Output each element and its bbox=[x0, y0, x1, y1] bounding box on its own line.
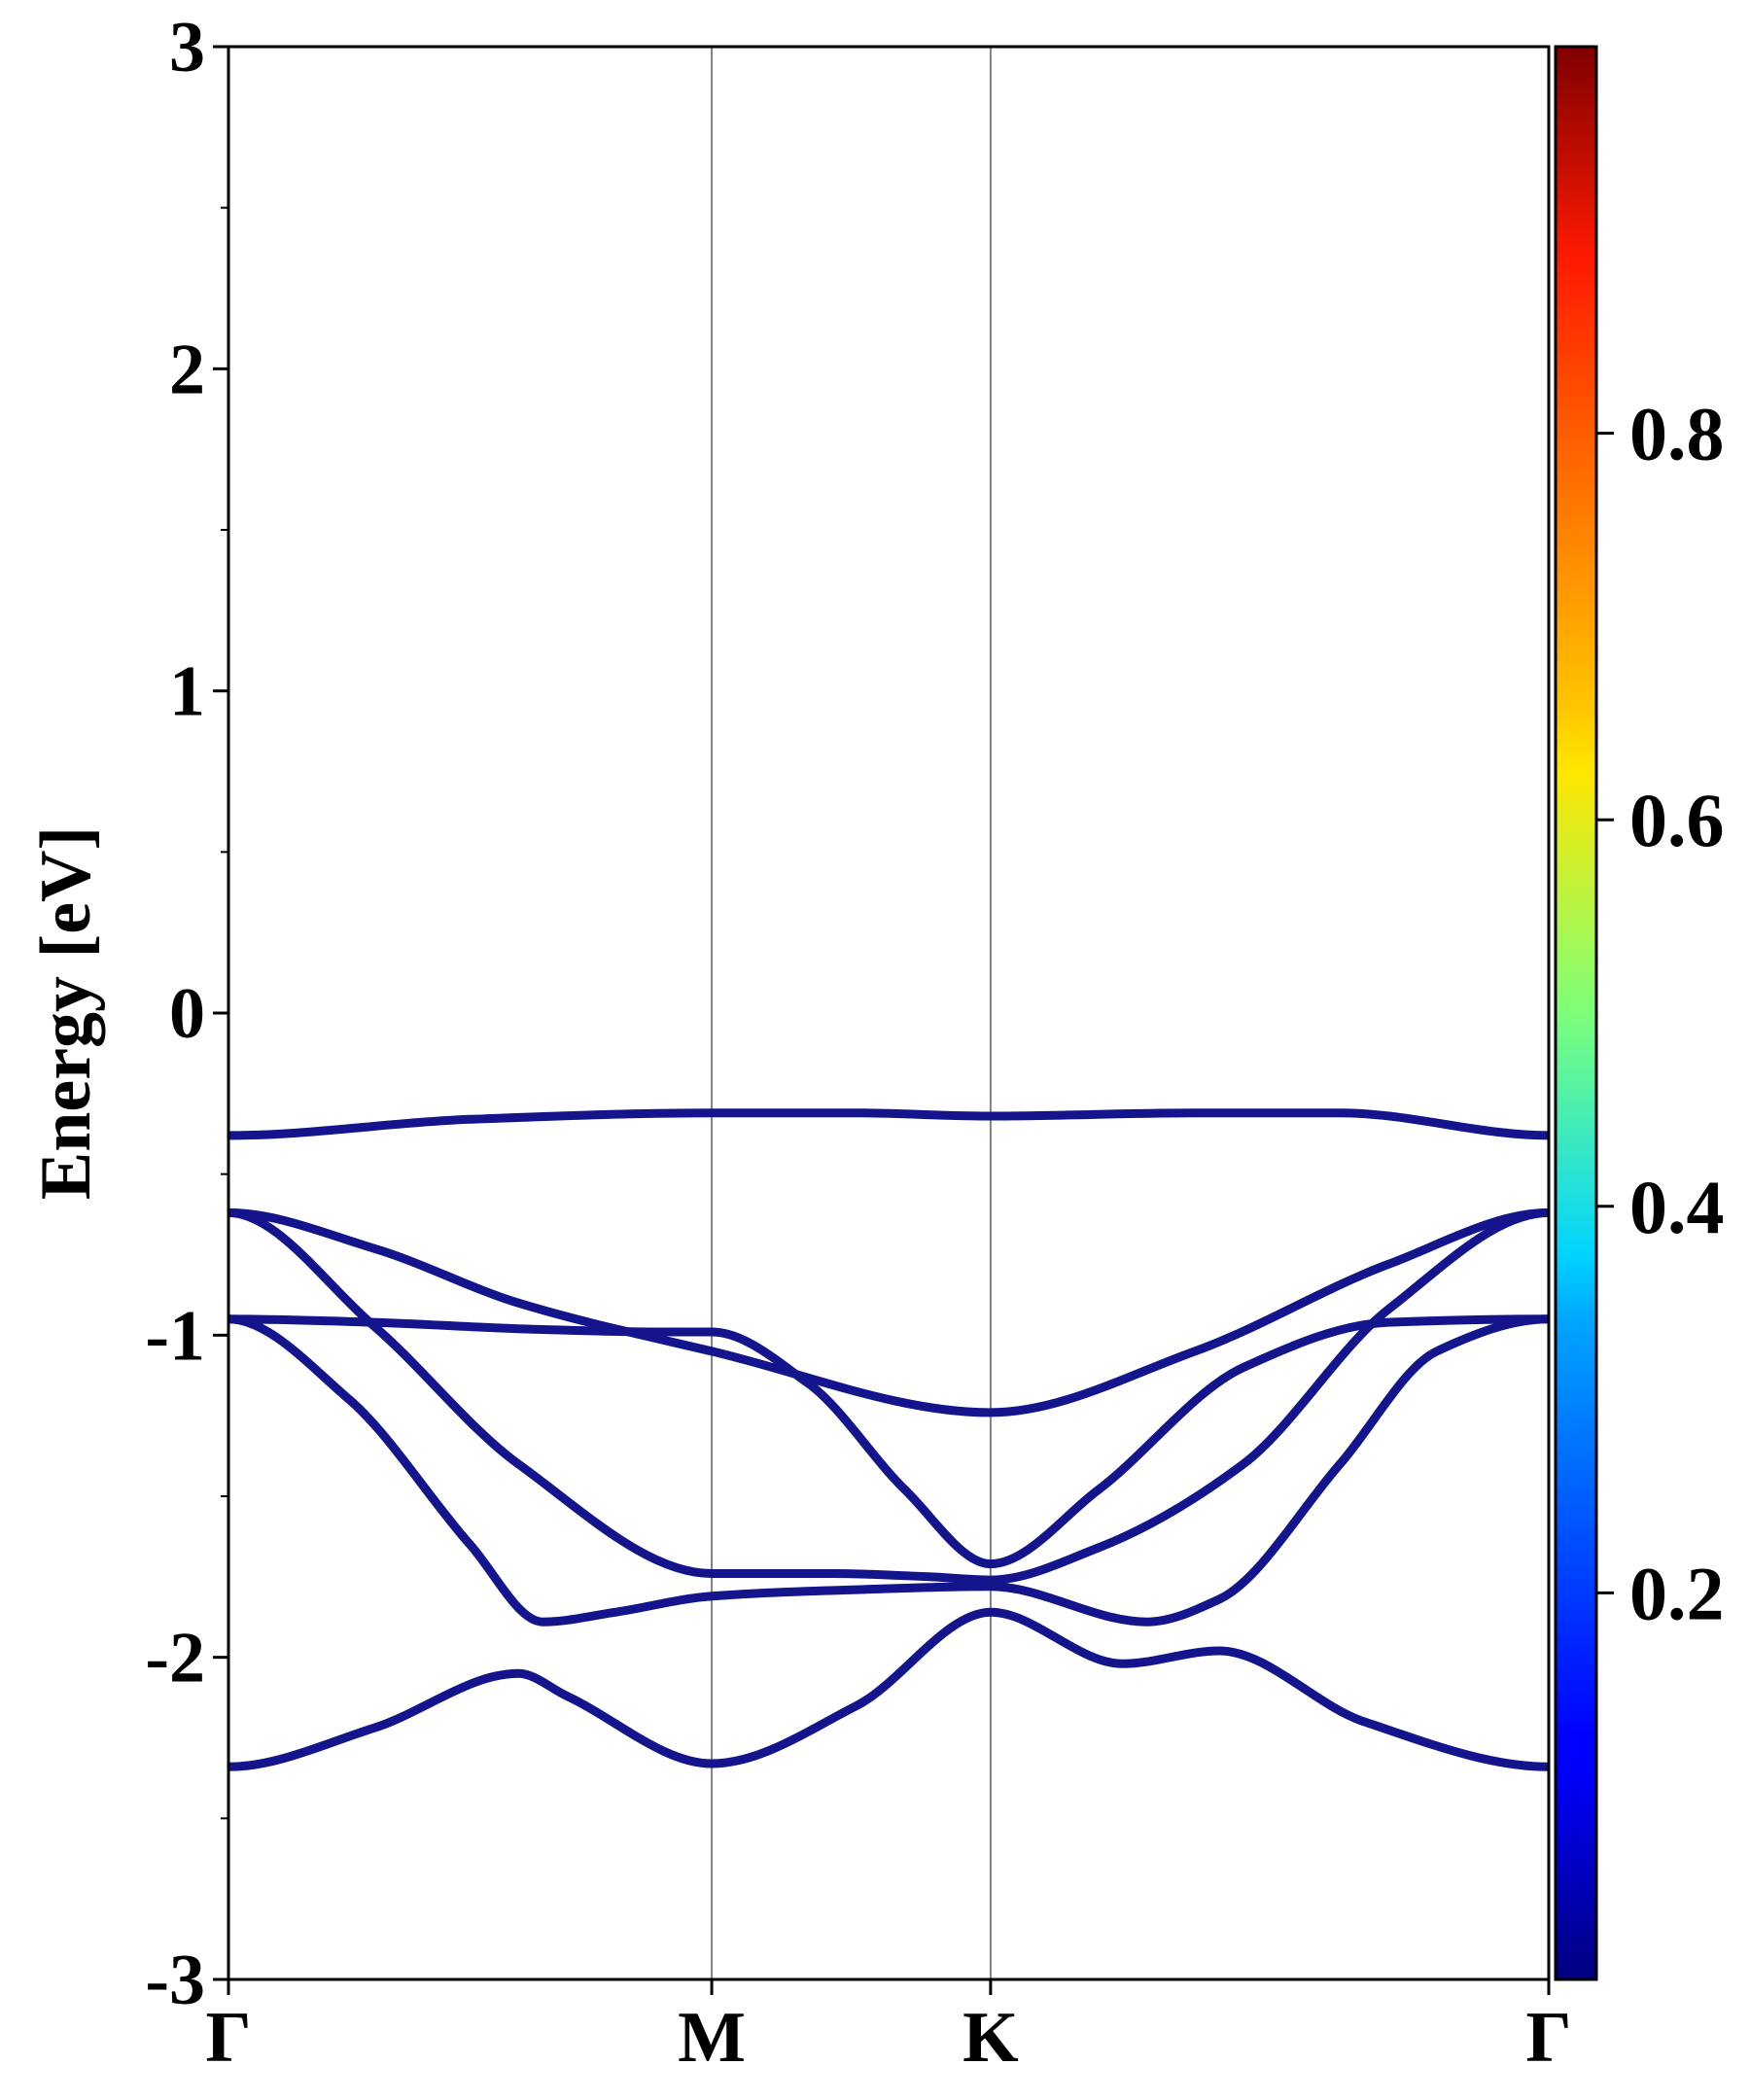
colorbar-tick-label: 0.8 bbox=[1629, 392, 1725, 476]
x-tick-label: Γ bbox=[1525, 1998, 1571, 2078]
band-line-1 bbox=[228, 1108, 1549, 1140]
band-line-2 bbox=[228, 1208, 1549, 1418]
x-tick-label: K bbox=[962, 1998, 1019, 2078]
y-axis-ticks: -3 -2 -1 0 1 2 3 bbox=[145, 8, 228, 2020]
band-line-6 bbox=[228, 1607, 1549, 1771]
colorbar-tick-label: 0.6 bbox=[1629, 778, 1725, 862]
band-line-5 bbox=[228, 1314, 1549, 1627]
colorbar-tick-label: 0.2 bbox=[1629, 1551, 1725, 1635]
y-tick-label: 1 bbox=[169, 652, 205, 732]
y-tick-label: 0 bbox=[169, 974, 205, 1054]
band-lines bbox=[228, 1108, 1549, 1771]
colorbar-ticks: 0.2 0.4 0.6 0.8 bbox=[1596, 392, 1725, 1635]
high-symmetry-lines bbox=[711, 47, 992, 1979]
x-tick-label: M bbox=[678, 1998, 746, 2078]
x-tick-label: Γ bbox=[205, 1998, 251, 2078]
plot-background bbox=[228, 47, 1549, 1979]
y-tick-label: -2 bbox=[145, 1619, 205, 1698]
band-line-3 bbox=[228, 1208, 1549, 1585]
y-tick-label: -1 bbox=[145, 1296, 205, 1376]
band-line-4 bbox=[228, 1314, 1549, 1569]
y-axis-label: Energy [eV] bbox=[26, 826, 106, 1200]
colorbar-tick-label: 0.4 bbox=[1629, 1165, 1725, 1249]
colorbar bbox=[1554, 45, 1598, 1981]
y-tick-label: 3 bbox=[169, 8, 205, 88]
y-tick-label: -3 bbox=[145, 1941, 205, 2020]
y-tick-label: 2 bbox=[169, 330, 205, 409]
